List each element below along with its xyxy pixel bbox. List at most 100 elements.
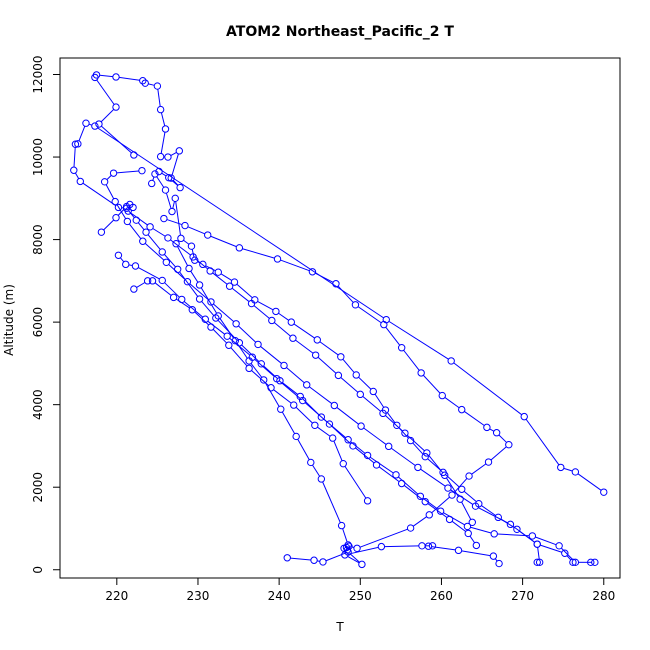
data-point <box>535 558 544 567</box>
series-segment <box>293 323 315 339</box>
series-segment <box>106 175 112 180</box>
series-3 <box>91 71 184 192</box>
data-point <box>444 484 452 492</box>
series-9 <box>283 542 503 569</box>
data-point <box>272 374 281 383</box>
series-segment <box>336 407 359 425</box>
series-segment <box>355 447 375 464</box>
data-point <box>303 381 311 389</box>
series-segment <box>422 497 439 510</box>
series-segment <box>280 259 310 272</box>
data-point <box>406 524 415 532</box>
data-point <box>195 295 204 303</box>
data-point <box>506 520 515 529</box>
data-point <box>416 492 425 500</box>
data-point <box>328 434 337 442</box>
series-segment <box>359 528 408 548</box>
data-point <box>162 258 171 266</box>
series-segment <box>190 270 199 283</box>
series-segment <box>350 441 366 454</box>
data-point <box>156 105 165 114</box>
series-segment <box>120 257 125 263</box>
data-point <box>310 556 318 564</box>
data-point <box>357 422 365 430</box>
series-segment <box>469 535 475 544</box>
series-segment <box>217 319 238 341</box>
series-segment <box>200 287 218 314</box>
data-point <box>475 500 483 508</box>
data-point <box>212 314 220 322</box>
series-segment <box>315 272 334 283</box>
series-segment <box>278 380 301 399</box>
series-segment <box>461 550 491 557</box>
series-segment <box>175 201 181 236</box>
data-point <box>448 491 456 499</box>
data-point <box>345 542 353 550</box>
data-point <box>156 152 165 161</box>
data-point <box>146 223 154 231</box>
data-point <box>160 214 168 223</box>
data-point <box>384 442 393 451</box>
series-segment <box>101 125 132 154</box>
x-tick-label: 240 <box>268 589 291 603</box>
data-point <box>97 228 106 236</box>
data-point <box>319 558 327 566</box>
data-point <box>352 371 360 379</box>
series-7 <box>130 277 372 505</box>
data-point <box>199 260 207 269</box>
series-segment <box>168 264 186 280</box>
series-segment <box>100 109 115 123</box>
data-point <box>472 541 481 550</box>
series-segment <box>166 219 183 226</box>
series-segment <box>264 382 280 407</box>
series-segment <box>358 376 372 390</box>
series-segment <box>281 411 296 434</box>
series-segment <box>128 264 133 266</box>
data-point <box>392 471 400 479</box>
data-point <box>337 353 345 361</box>
data-point <box>280 361 288 370</box>
data-point <box>363 497 372 505</box>
data-point <box>424 542 433 550</box>
data-point <box>379 409 387 418</box>
data-point <box>330 401 339 410</box>
series-segment <box>116 170 139 174</box>
data-point <box>76 177 84 186</box>
series-segment <box>117 208 125 216</box>
data-point <box>311 351 320 359</box>
series-segment <box>137 222 145 230</box>
data-point <box>458 405 466 414</box>
x-tick-label: 270 <box>511 589 534 603</box>
data-point <box>164 153 172 161</box>
data-point <box>600 488 608 496</box>
data-point <box>287 318 296 326</box>
data-point <box>74 140 82 148</box>
series-10 <box>97 200 476 526</box>
series-segment <box>489 428 495 432</box>
data-point <box>528 532 537 540</box>
data-point <box>421 452 429 461</box>
data-point <box>112 103 120 111</box>
series-segment <box>347 546 379 555</box>
series-segment <box>333 440 343 461</box>
data-point <box>91 73 99 82</box>
series-segment <box>286 367 305 384</box>
x-tick-label: 280 <box>592 589 615 603</box>
data-point <box>151 170 159 178</box>
y-tick-label: 6000 <box>31 307 45 338</box>
data-point <box>167 174 175 182</box>
series-segment <box>152 228 166 237</box>
x-tick-label: 220 <box>105 589 128 603</box>
series-segment <box>337 285 354 303</box>
series-2 <box>100 166 577 567</box>
series-5 <box>172 240 352 554</box>
series-segment <box>350 553 360 563</box>
data-point <box>591 558 599 567</box>
data-point <box>201 315 209 323</box>
data-point <box>533 558 541 567</box>
data-point <box>397 344 406 352</box>
series-segment <box>344 466 367 499</box>
data-point <box>139 76 147 85</box>
series-segment <box>212 272 228 285</box>
